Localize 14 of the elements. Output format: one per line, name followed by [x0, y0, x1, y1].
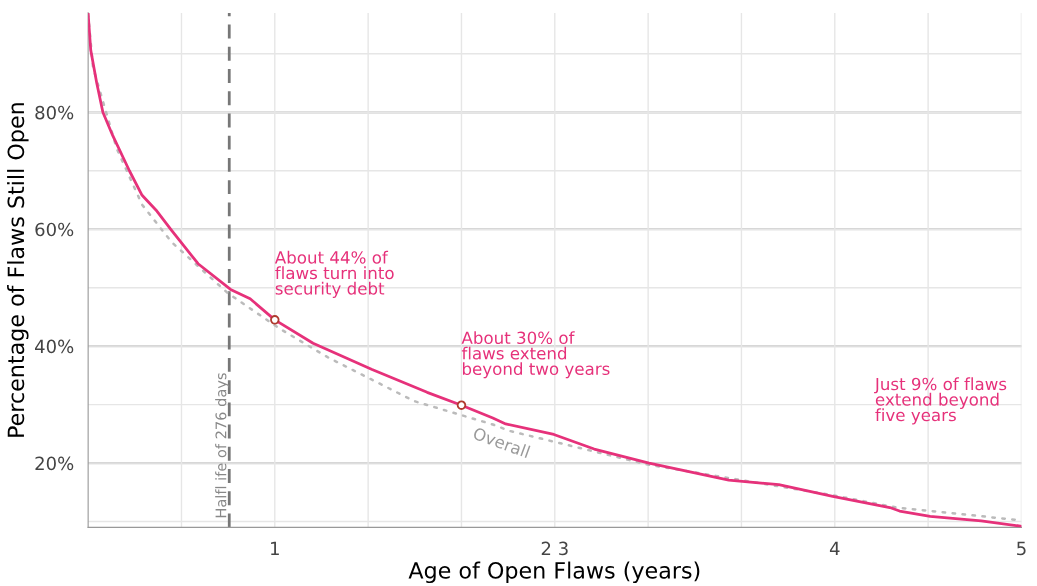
- y-tick-label: 80%: [35, 105, 74, 120]
- y-axis-title: Percentage of Flaws Still Open: [7, 103, 29, 437]
- x-tick-label: 5: [1017, 541, 1026, 556]
- y-tick-label: 20%: [35, 456, 74, 471]
- annotation: About 44% of flaws turn into security debt: [274, 250, 394, 298]
- x-tick-label: 1: [271, 541, 279, 556]
- annotation: Just 9% of flaws extend beyond five years: [874, 377, 1007, 425]
- y-tick-label: 60%: [35, 222, 74, 237]
- x-axis-title: Age of Open Flaws (years): [408, 561, 700, 584]
- x-tick-label: 4: [829, 541, 840, 556]
- annotation: About 30% of flaws extend beyond two years: [461, 331, 610, 379]
- y-tick-label: 40%: [35, 339, 74, 354]
- ref-line-label: Halfl ife of 276 days: [215, 373, 230, 518]
- x-tick-label: 2 3: [541, 541, 568, 556]
